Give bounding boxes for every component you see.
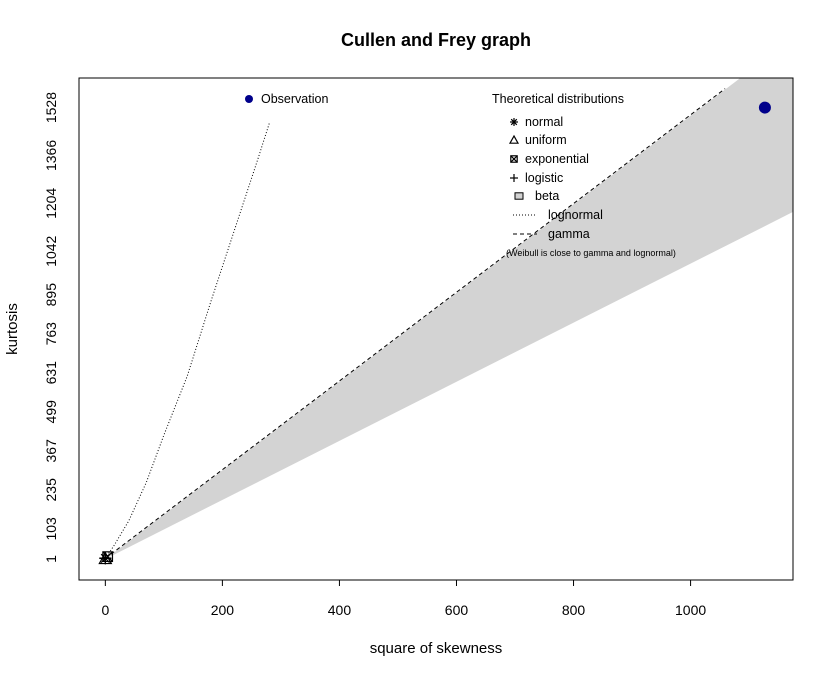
legend-uniform-symbol bbox=[508, 134, 520, 144]
legend-theoretical-title: Theoretical distributions bbox=[492, 92, 624, 106]
legend-lognormal-label: lognormal bbox=[548, 208, 603, 222]
y-tick-label: 1528 bbox=[43, 92, 59, 123]
legend-exponential-label: exponential bbox=[525, 152, 589, 166]
x-tick-label: 800 bbox=[562, 602, 586, 618]
legend-gamma-label: gamma bbox=[548, 227, 590, 241]
legend-logistic-label: logistic bbox=[525, 171, 563, 185]
x-tick-label: 600 bbox=[445, 602, 469, 618]
beta-region bbox=[105, 78, 793, 560]
legend: Observation Theoretical distributions norm… bbox=[245, 92, 676, 258]
plot-clip-group bbox=[98, 78, 793, 565]
gamma-line bbox=[105, 88, 726, 559]
plot-area bbox=[98, 78, 793, 565]
x-tick-label: 200 bbox=[211, 602, 235, 618]
chart-title: Cullen and Frey graph bbox=[341, 30, 531, 50]
y-tick-label: 1 bbox=[43, 555, 59, 563]
y-tick-label: 1042 bbox=[43, 235, 59, 266]
lognormal-line bbox=[104, 121, 271, 559]
legend-beta-symbol bbox=[514, 192, 524, 200]
legend-logistic-symbol bbox=[510, 174, 518, 182]
y-tick-label: 103 bbox=[43, 517, 59, 541]
legend-normal-symbol bbox=[510, 118, 518, 126]
y-tick-label: 1366 bbox=[43, 140, 59, 171]
y-tick-label: 895 bbox=[43, 283, 59, 307]
y-axis-label: kurtosis bbox=[4, 303, 21, 355]
legend-observation-label: Observation bbox=[261, 92, 328, 106]
y-tick-label: 631 bbox=[43, 361, 59, 385]
x-tick-label: 1000 bbox=[675, 602, 706, 618]
legend-note: (Weibull is close to gamma and lognormal… bbox=[506, 248, 676, 258]
legend-beta-label: beta bbox=[535, 189, 559, 203]
x-axis-label: square of skewness bbox=[370, 640, 503, 657]
legend-uniform-label: uniform bbox=[525, 133, 567, 147]
legend-observation-marker bbox=[245, 95, 253, 103]
exponential-point bbox=[102, 551, 114, 563]
y-tick-label: 499 bbox=[43, 400, 59, 424]
axes: 0 200 400 600 800 1000 1 103 235 367 499 631 763 895 1… bbox=[43, 77, 794, 618]
y-tick-label: 235 bbox=[43, 478, 59, 502]
legend-exponential-symbol bbox=[510, 155, 518, 163]
y-tick-label: 763 bbox=[43, 322, 59, 346]
x-tick-label: 0 bbox=[101, 602, 109, 618]
y-tick-label: 367 bbox=[43, 439, 59, 463]
logistic-point bbox=[99, 552, 112, 565]
y-tick-label: 1204 bbox=[43, 188, 59, 219]
legend-normal-label: normal bbox=[525, 115, 563, 129]
observation-point bbox=[758, 101, 771, 114]
x-tick-label: 400 bbox=[328, 602, 352, 618]
